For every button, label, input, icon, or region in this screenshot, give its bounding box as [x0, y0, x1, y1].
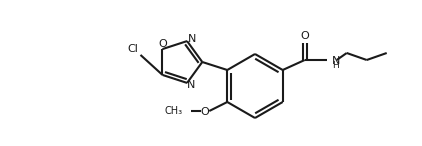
Text: O: O [158, 39, 167, 49]
Text: CH₃: CH₃ [164, 106, 182, 116]
Text: N: N [187, 80, 195, 90]
Text: O: O [200, 107, 208, 117]
Text: O: O [300, 31, 309, 41]
Text: H: H [332, 61, 338, 71]
Text: Cl: Cl [127, 44, 138, 54]
Text: N: N [188, 34, 196, 44]
Text: N: N [332, 56, 340, 66]
